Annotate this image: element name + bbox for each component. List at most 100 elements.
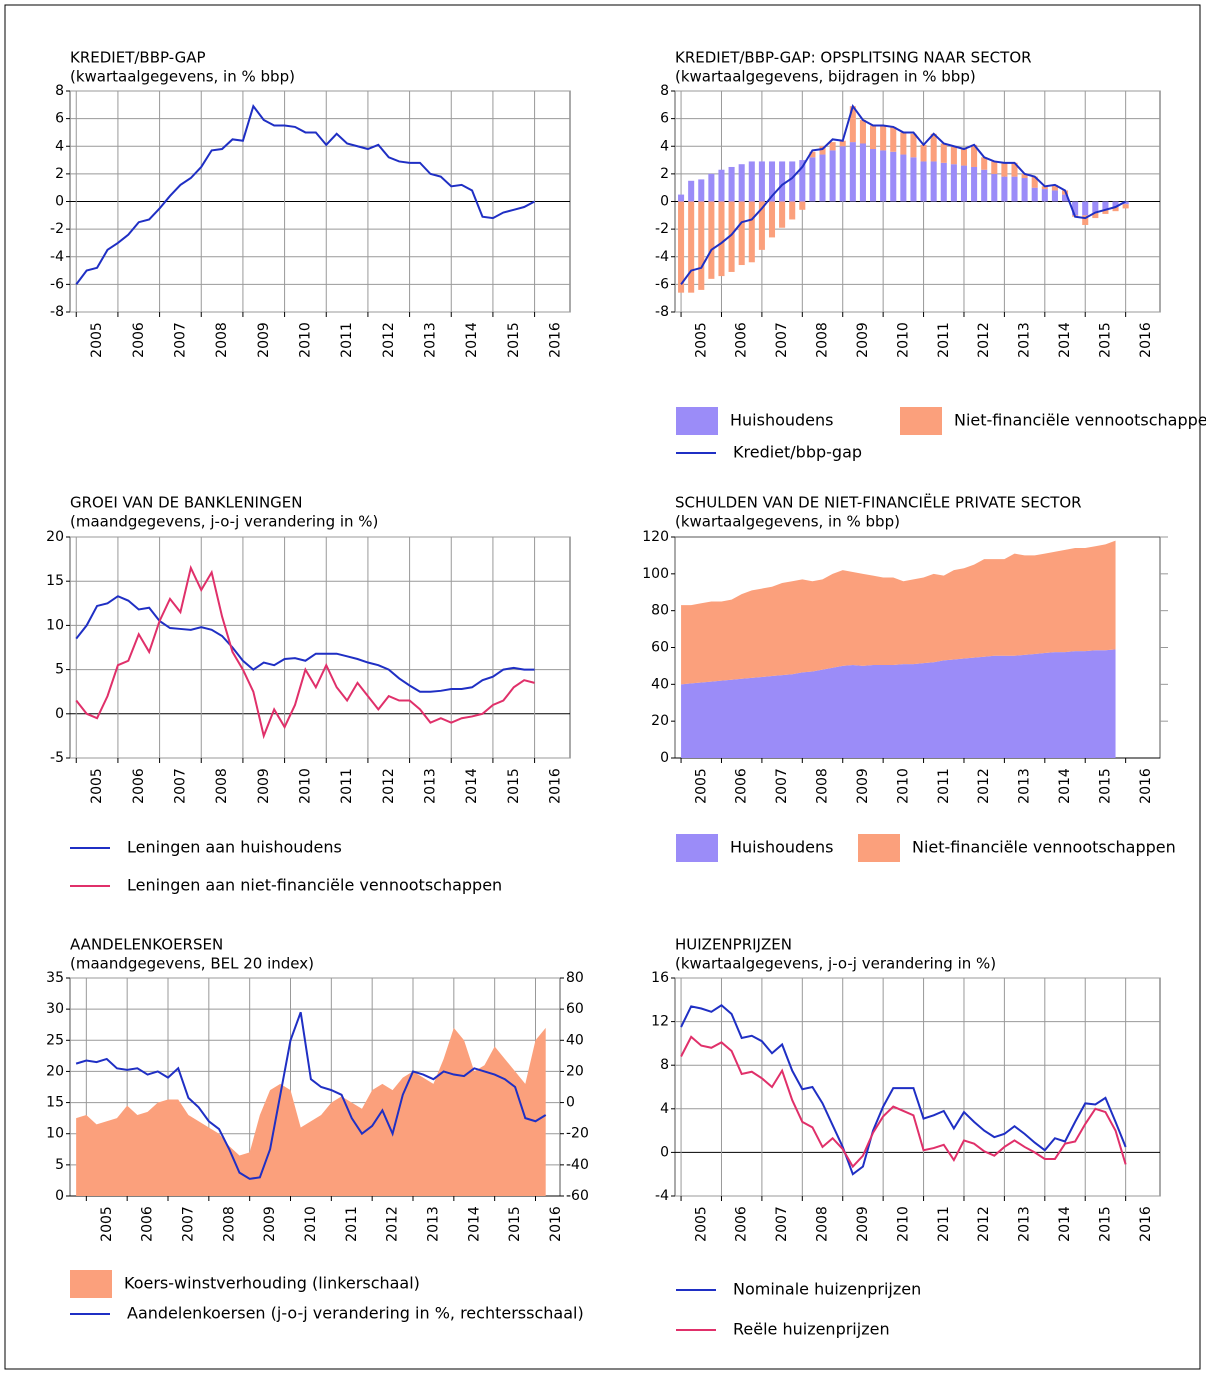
x-tick-label: 2013 [422, 322, 438, 358]
y-tick-label: 16 [651, 970, 669, 986]
bar [688, 201, 695, 293]
bar [1112, 201, 1119, 208]
bar [688, 180, 695, 202]
y-tick-label: 40 [651, 676, 669, 692]
x-tick-label: 2005 [89, 768, 105, 804]
x-tick-label: 2006 [734, 768, 750, 804]
legend-label: Leningen aan niet-financiële vennootscha… [127, 876, 502, 895]
y2-tick-label: 40 [566, 1032, 584, 1048]
x-tick-label: 2015 [507, 1206, 523, 1242]
x-tick-label: 2009 [855, 322, 871, 358]
bar [1041, 189, 1048, 202]
y-tick-label: 0 [660, 1144, 669, 1160]
y2-tick-label: 0 [566, 1095, 575, 1111]
x-tick-label: 2014 [464, 768, 480, 804]
legend-label: Koers-winstverhouding (linkerschaal) [124, 1274, 420, 1293]
bar [960, 165, 968, 202]
bar [1021, 173, 1028, 179]
x-tick-label: 2015 [506, 768, 522, 804]
x-tick-label: 2011 [339, 768, 355, 804]
y-tick-label: 20 [651, 713, 669, 729]
legend-swatch [70, 1270, 112, 1298]
bar [728, 201, 735, 272]
bar [981, 157, 988, 170]
legend-swatch [900, 407, 942, 435]
bar [799, 160, 806, 202]
y2-tick-label: -60 [566, 1188, 589, 1204]
x-tick-label: 2009 [855, 1206, 871, 1242]
chart-title: GROEI VAN DE BANKLENINGEN [70, 494, 303, 512]
bar [708, 173, 715, 202]
bar [1112, 207, 1119, 212]
bar [1041, 186, 1048, 190]
y2-tick-label: -40 [566, 1157, 589, 1173]
bar [971, 166, 978, 202]
x-tick-label: 2009 [855, 768, 871, 804]
x-tick-label: 2015 [1097, 1206, 1113, 1242]
bar [738, 201, 745, 266]
y-tick-label: 4 [55, 138, 64, 154]
x-tick-label: 2014 [1057, 768, 1073, 804]
x-tick-label: 2010 [297, 768, 313, 804]
bar [698, 201, 705, 290]
bar [839, 140, 846, 147]
line [75, 1011, 547, 1180]
y-tick-label: 30 [46, 1001, 64, 1017]
bar [758, 201, 765, 250]
bar [789, 161, 796, 202]
line [75, 564, 535, 740]
bar [1122, 204, 1129, 209]
x-tick-label: 2013 [1017, 768, 1033, 804]
bar [1102, 209, 1109, 214]
x-tick-label: 2012 [976, 1206, 992, 1242]
y-tick-label: 10 [46, 1126, 64, 1142]
y-tick-label: -2 [655, 221, 669, 237]
x-tick-label: 2010 [895, 768, 911, 804]
x-tick-label: 2012 [385, 1206, 401, 1242]
bar [839, 146, 846, 202]
bar [930, 161, 937, 202]
y-tick-label: 15 [46, 1095, 64, 1111]
x-tick-label: 2013 [425, 1206, 441, 1242]
x-tick-label: 2012 [976, 322, 992, 358]
bar [728, 166, 735, 202]
bar [1061, 194, 1069, 202]
bar [708, 201, 715, 279]
line [75, 104, 536, 285]
x-tick-label: 2012 [381, 322, 397, 358]
x-tick-label: 2014 [464, 322, 480, 358]
legend-swatch [676, 407, 718, 435]
x-tick-label: 2013 [1017, 322, 1033, 358]
bar [940, 143, 947, 163]
x-tick-label: 2014 [1057, 1206, 1073, 1242]
bar [930, 133, 937, 162]
area [681, 540, 1116, 685]
bar [1051, 184, 1058, 191]
y-tick-label: 0 [660, 194, 669, 210]
y-tick-label: -2 [50, 221, 64, 237]
y-tick-label: 5 [55, 1157, 64, 1173]
y-tick-label: 0 [55, 194, 64, 210]
x-tick-label: 2006 [140, 1206, 156, 1242]
y-tick-label: 2 [55, 166, 64, 182]
x-tick-label: 2009 [256, 768, 272, 804]
bar [718, 169, 725, 202]
bar [1051, 190, 1058, 202]
bar [829, 142, 836, 151]
y-tick-label: 10 [46, 617, 64, 633]
x-tick-label: 2008 [221, 1206, 237, 1242]
x-tick-label: 2005 [99, 1206, 115, 1242]
y-tick-label: 12 [651, 1014, 669, 1030]
x-tick-label: 2007 [180, 1206, 196, 1242]
chart-title: KREDIET/BBP-GAP: OPSPLITSING NAAR SECTOR [675, 49, 1032, 67]
chart-subtitle: (maandgegevens, j-o-j verandering in %) [70, 513, 378, 531]
y-tick-label: -4 [50, 249, 64, 265]
bar [779, 201, 786, 228]
x-tick-label: 2013 [1017, 1206, 1033, 1242]
x-tick-label: 2009 [256, 322, 272, 358]
y2-tick-label: 60 [566, 1001, 584, 1017]
legend-label: Krediet/bbp-gap [733, 443, 862, 462]
y2-tick-label: 80 [566, 970, 584, 986]
chart-subtitle: (kwartaalgegevens, in % bbp) [675, 513, 900, 531]
chart-subtitle: (kwartaalgegevens, bijdragen in % bbp) [675, 68, 976, 86]
